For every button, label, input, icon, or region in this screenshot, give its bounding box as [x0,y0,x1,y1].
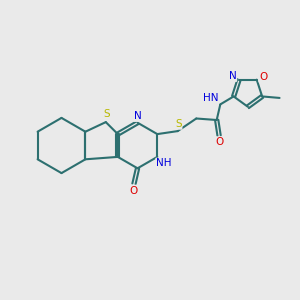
Text: O: O [129,185,137,196]
Text: N: N [229,71,236,81]
Text: HN: HN [203,93,218,103]
Text: O: O [259,72,267,82]
Text: S: S [175,119,181,129]
Text: O: O [215,137,223,147]
Text: NH: NH [156,158,172,169]
Text: N: N [134,111,142,121]
Text: S: S [103,109,110,119]
